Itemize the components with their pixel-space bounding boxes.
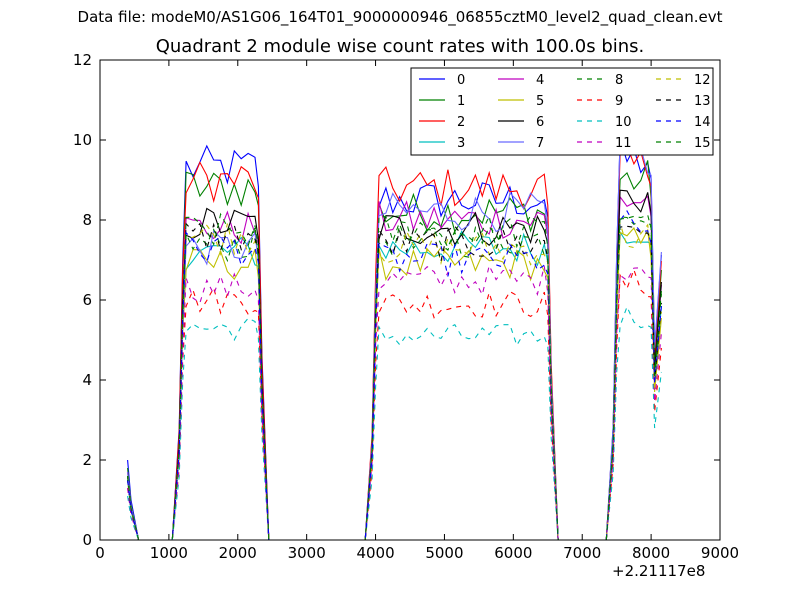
x-axis-ticks: 0 1000 2000 3000 4000 5000 6000 7000 8000 9000 <box>95 60 739 562</box>
series-line-3 <box>127 230 662 540</box>
legend-box <box>410 67 714 156</box>
y-tick-label: 4 <box>82 371 92 389</box>
x-tick-label: 4000 <box>356 544 394 562</box>
series-line-13 <box>127 222 662 540</box>
legend-label-12: 12 <box>694 73 711 88</box>
series-line-15 <box>127 212 662 540</box>
x-tick-label: 2000 <box>219 544 257 562</box>
y-tick-label: 8 <box>82 211 92 229</box>
series-line-5 <box>127 227 662 540</box>
legend-label-2: 2 <box>457 115 465 130</box>
series-line-2 <box>127 144 662 540</box>
y-tick-label: 12 <box>73 51 92 69</box>
series-line-10 <box>127 305 662 540</box>
series-line-12 <box>127 223 662 540</box>
legend-label-7: 7 <box>536 136 544 151</box>
series-line-1 <box>127 160 662 540</box>
x-tick-label: 7000 <box>563 544 601 562</box>
series-line-6 <box>127 189 662 540</box>
y-tick-label: 10 <box>73 131 92 149</box>
series-line-14 <box>127 209 662 540</box>
legend-label-3: 3 <box>457 136 465 151</box>
legend-label-11: 11 <box>615 136 632 151</box>
legend-label-6: 6 <box>536 115 544 130</box>
legend-label-10: 10 <box>615 115 632 130</box>
y-tick-label: 6 <box>82 291 92 309</box>
series-line-9 <box>127 268 662 540</box>
data-file-caption: Data file: modeM0/AS1G06_164T01_90000009… <box>77 8 723 26</box>
legend-label-13: 13 <box>694 94 711 109</box>
series-line-0 <box>127 138 662 540</box>
x-tick-label: 8000 <box>632 544 670 562</box>
x-tick-label: 6000 <box>494 544 532 562</box>
legend-label-15: 15 <box>694 136 711 151</box>
chart-title: Quadrant 2 module wise count rates with … <box>155 36 645 57</box>
legend-label-4: 4 <box>536 73 544 88</box>
x-tick-label: 5000 <box>425 544 463 562</box>
y-tick-label: 0 <box>82 531 92 549</box>
x-tick-label: 3000 <box>288 544 326 562</box>
legend-label-1: 1 <box>457 94 465 109</box>
x-tick-label: 0 <box>95 544 105 562</box>
series-line-7 <box>127 132 662 540</box>
series-line-8 <box>127 216 662 540</box>
x-tick-label: 1000 <box>150 544 188 562</box>
x-axis-offset-label: +2.21117e8 <box>612 562 706 580</box>
series-line-11 <box>127 264 662 540</box>
legend-label-8: 8 <box>615 73 623 88</box>
legend-label-5: 5 <box>536 94 544 109</box>
legend-label-14: 14 <box>694 115 711 130</box>
y-tick-label: 2 <box>82 451 92 469</box>
legend-label-9: 9 <box>615 94 623 109</box>
x-tick-label: 9000 <box>701 544 739 562</box>
legend-label-0: 0 <box>457 73 465 88</box>
series-lines <box>127 132 662 540</box>
